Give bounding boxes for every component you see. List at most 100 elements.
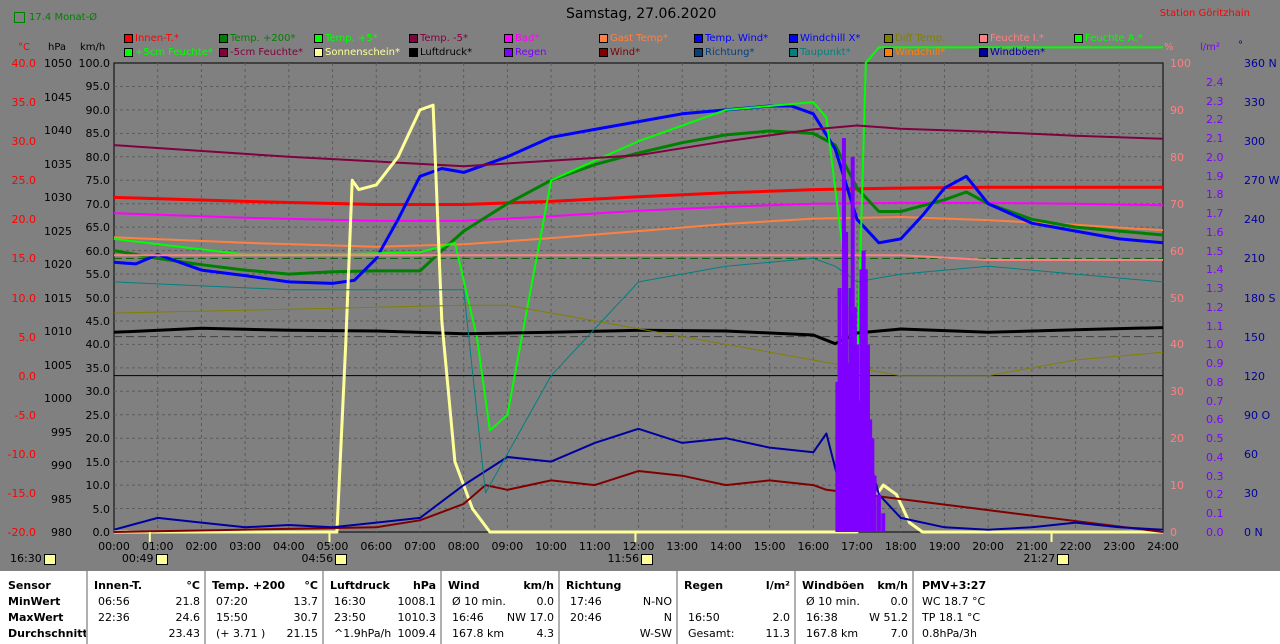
tick-direction: 330 (1244, 96, 1265, 110)
tick-wind: 10.0 (85, 479, 111, 493)
sun-time: 04:56 (301, 552, 334, 565)
series-line (113, 201, 1164, 222)
legend-item: Feuchte A.* (1074, 32, 1143, 44)
cell-label: 07:20 (216, 595, 248, 608)
rain-bar (835, 381, 840, 532)
x-tick: 05:00 (316, 540, 349, 553)
tick-humidity: 40 (1170, 338, 1184, 352)
cell-label: ^1.9hPa/h (334, 627, 392, 640)
tick-rain: 2.1 (1206, 132, 1224, 146)
station-name: Station Göritzhain (1159, 8, 1250, 19)
legend-item: Temp. +5* (314, 32, 378, 44)
series-line (113, 304, 1164, 377)
cell-label: 23:50 (334, 611, 366, 624)
rain-bar (852, 306, 857, 532)
cell-value: 0.8hPa/3h (922, 627, 978, 640)
row-label-max: MaxWert (8, 611, 64, 624)
unit-celsius: °C (18, 42, 30, 53)
x-tick: 23:00 (1103, 540, 1136, 553)
cell-value: 24.6 (175, 611, 201, 624)
series-line (113, 104, 1164, 285)
legend-item: Innen-T.* (124, 32, 179, 44)
legend-swatch (599, 47, 608, 57)
series-line (114, 254, 1163, 261)
tick-rain: 2.0 (1206, 150, 1224, 164)
tick-pressure: 1040 (44, 124, 72, 137)
tick-direction: 180 S (1244, 291, 1276, 305)
tick-direction: 30 (1244, 486, 1258, 500)
tick-humidity: 20 (1170, 432, 1184, 446)
x-tick: 00:00 (98, 540, 130, 553)
tick-rain: 0.1 (1206, 507, 1224, 521)
tick-humidity: 10 (1170, 479, 1184, 493)
tick-temp: 10.0 (11, 291, 37, 305)
tick-direction: 150 (1244, 330, 1265, 344)
monthly-average: 17.4 Monat-Ø (2, 12, 97, 23)
legend-label: Windböen* (990, 46, 1046, 58)
legend-item: -5cm Feuchte* (219, 46, 303, 58)
tick-rain: 0.7 (1206, 394, 1224, 408)
series-line (113, 326, 1164, 346)
col-unit: l/m² (765, 579, 790, 592)
sun-time: 21:27 (1023, 552, 1056, 565)
legend-label: Luftdruck* (420, 46, 473, 58)
tick-wind: 95.0 (85, 80, 111, 94)
tick-pressure: 1005 (44, 358, 72, 372)
tick-rain: 0.2 (1206, 488, 1224, 502)
x-tick: 07:00 (404, 540, 436, 553)
legend-item: Bad* (504, 32, 539, 44)
tick-humidity: 30 (1170, 385, 1184, 399)
legend-item: Windchill* (884, 46, 945, 58)
tick-humidity: 50 (1170, 291, 1184, 305)
x-tick: 14:00 (710, 540, 742, 553)
legend-label: Regen (515, 46, 547, 58)
tick-humidity: 100 (1170, 57, 1191, 70)
legend-item: Luftdruck* (409, 46, 472, 58)
cell-label: Gesamt: (688, 627, 735, 640)
series-line (114, 103, 1163, 534)
row-label-avg: Durchschnitt (8, 627, 88, 640)
tick-rain: 0.8 (1206, 375, 1224, 389)
legend-label: Feuchte I.* (990, 32, 1044, 44)
tick-temp: 5.0 (18, 330, 37, 344)
cell-value: 21.8 (175, 595, 201, 608)
tick-wind: 45.0 (85, 314, 111, 328)
tick-wind: 80.0 (85, 150, 111, 164)
tick-wind: 70.0 (85, 197, 111, 211)
weather-chart (113, 46, 1164, 542)
cell-label: 16:50 (688, 611, 720, 624)
unit-kmh: km/h (80, 42, 106, 53)
col-header: Luftdruck (330, 579, 390, 592)
tick-temp: 30.0 (11, 135, 37, 149)
cell-label: 16:46 (452, 611, 484, 624)
col-unit: °C (304, 579, 318, 592)
sun-marker: 04:56 (301, 552, 348, 565)
series-line (113, 470, 1164, 533)
col-unit: km/h (523, 579, 554, 592)
statistics-table: Sensor MinWert MaxWert Durchschnitt Inne… (0, 571, 1280, 644)
square-icon (14, 12, 25, 23)
x-tick: 03:00 (229, 540, 261, 553)
series-line (113, 46, 1163, 432)
x-tick: 02:00 (185, 540, 218, 553)
sun-icon (43, 553, 56, 565)
x-tick: 10:00 (535, 540, 567, 553)
col-header: Wind (448, 579, 480, 592)
tick-pressure: 1025 (44, 224, 72, 238)
cell-value: 0.0 (890, 595, 909, 608)
tick-direction: 270 W (1244, 174, 1280, 188)
rain-bar (848, 288, 853, 532)
sun-time: 11:56 (607, 552, 640, 565)
rain-bar (839, 344, 844, 532)
x-tick: 08:00 (447, 540, 480, 553)
chart-title: Samstag, 27.06.2020 (566, 6, 717, 22)
sun-marker: 21:27 (1024, 552, 1070, 565)
series-line (113, 413, 1164, 531)
col-unit: °C (186, 579, 200, 592)
cell-label: (+ 3.71 ) (216, 627, 266, 640)
col-unit: hPa (412, 579, 436, 592)
tick-wind: 100.0 (78, 57, 111, 70)
legend-item: Windböen* (979, 46, 1045, 58)
legend-item: Temp. +200* (219, 32, 295, 44)
legend-item: Regen (504, 46, 547, 58)
